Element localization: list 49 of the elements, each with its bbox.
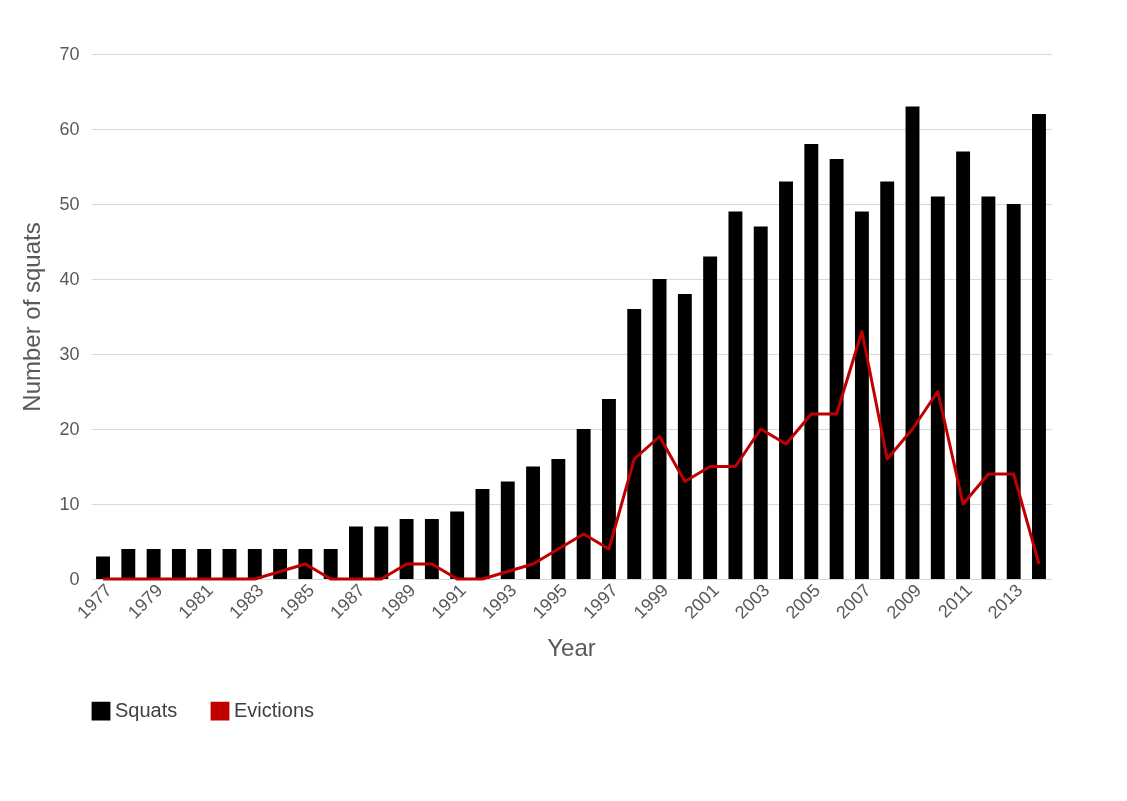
bar [779, 181, 793, 579]
y-tick-label: 60 [59, 118, 80, 139]
bar [247, 549, 262, 579]
y-tick-label: 20 [59, 418, 80, 439]
bar [905, 106, 920, 579]
bar [424, 519, 439, 579]
bar [500, 481, 515, 579]
line-series [101, 330, 1041, 581]
bar [930, 196, 945, 579]
bar [171, 549, 186, 579]
x-axis-title: Year [547, 633, 596, 661]
bar [703, 256, 718, 579]
y-axis-title: Number of squats [18, 222, 46, 412]
y-tick-label: 30 [59, 343, 80, 364]
bar [146, 549, 161, 579]
bar [576, 429, 591, 579]
legend-label: Evictions [234, 699, 315, 722]
bar [1032, 114, 1046, 579]
bar [323, 549, 338, 579]
bar [728, 211, 743, 579]
bar [197, 549, 212, 579]
y-tick-label: 40 [59, 268, 80, 289]
bar [526, 466, 541, 579]
bar [1006, 204, 1021, 579]
bar [374, 526, 389, 579]
bar [677, 294, 692, 579]
y-tick-label: 10 [59, 493, 80, 514]
legend-label: Squats [115, 699, 178, 722]
y-tick-label: 50 [59, 193, 80, 214]
bar [450, 511, 465, 579]
bar [96, 556, 110, 579]
bar [121, 549, 136, 579]
bar [880, 181, 895, 579]
bar [551, 459, 566, 579]
bar [349, 526, 363, 579]
bar [399, 519, 414, 579]
bar [804, 144, 819, 579]
bar [627, 309, 642, 579]
bar [475, 489, 490, 579]
bar [222, 549, 237, 579]
bar [829, 159, 844, 579]
bar [601, 399, 616, 579]
bar [652, 279, 667, 579]
bar [981, 196, 996, 579]
y-tick-label: 70 [59, 43, 80, 64]
y-tick-label: 0 [69, 568, 80, 589]
bar [956, 151, 971, 579]
bar [753, 226, 768, 579]
bar [854, 211, 869, 579]
